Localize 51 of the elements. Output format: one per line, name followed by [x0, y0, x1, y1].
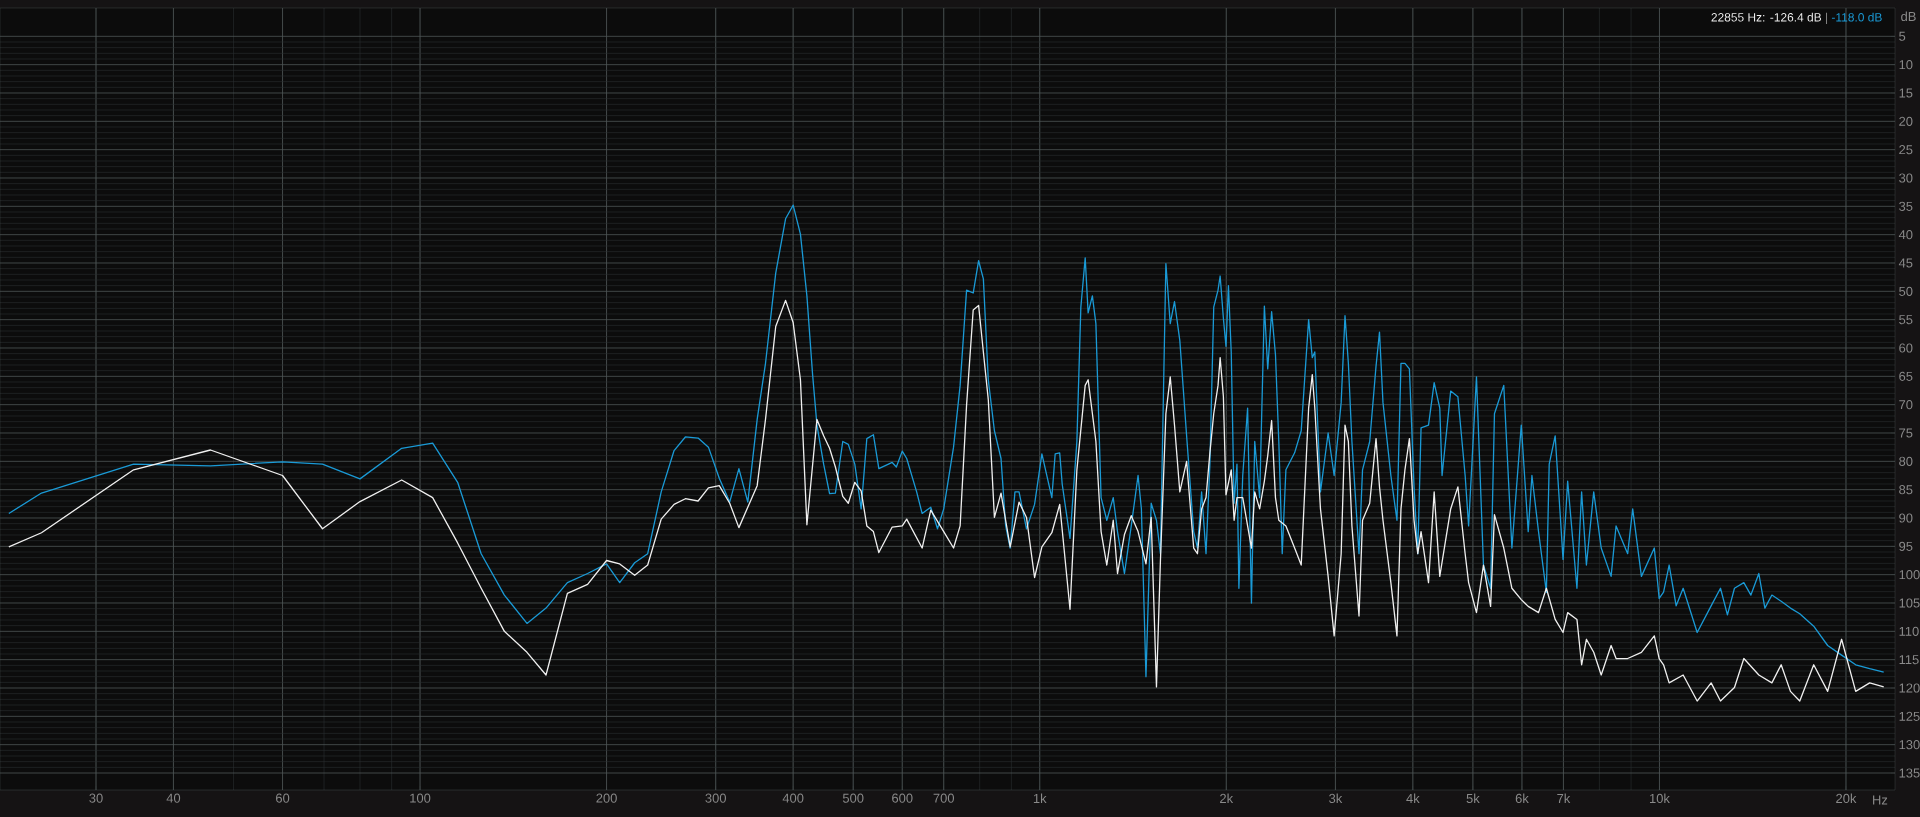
x-tick-label: 500 [842, 793, 864, 803]
x-tick-label: 10k [1649, 793, 1670, 804]
x-tick-label: 7k [1557, 793, 1571, 803]
y-tick-label: 65 [1899, 371, 1913, 381]
y-tick-label: 110 [1899, 626, 1919, 636]
y-tick-label: 35 [1899, 201, 1913, 211]
x-tick-label: 400 [782, 793, 804, 803]
y-tick-label: 70 [1899, 400, 1913, 410]
x-tick-label: 40 [166, 793, 181, 803]
y-axis-title: dB [1901, 11, 1916, 22]
y-tick-label: 40 [1898, 230, 1913, 240]
y-tick-label: 15 [1899, 88, 1913, 98]
y-tick-label: 60 [1899, 343, 1913, 353]
y-tick-label: 105 [1899, 598, 1920, 608]
y-tick-label: 75 [1899, 428, 1913, 438]
x-tick-label: 6k [1515, 793, 1529, 804]
y-tick-label: 45 [1898, 258, 1913, 268]
x-tick-label: 1k [1033, 793, 1047, 803]
x-tick-label: 600 [892, 793, 913, 803]
x-tick-label: 700 [933, 793, 955, 803]
y-tick-label: 115 [1899, 655, 1919, 665]
x-axis-title: Hz [1873, 795, 1888, 805]
y-tick-label: 130 [1899, 740, 1920, 750]
y-tick-label: 25 [1899, 145, 1913, 155]
y-tick-label: 80 [1899, 456, 1913, 466]
y-tick-label: 5 [1899, 31, 1906, 41]
y-tick-label: 20 [1899, 116, 1913, 126]
y-tick-label: 135 [1899, 768, 1920, 778]
y-tick-label: 95 [1899, 541, 1913, 551]
y-tick-label: 50 [1899, 286, 1913, 296]
annotation: -118.0 dB [1831, 12, 1882, 22]
y-tick-label: 125 [1899, 711, 1920, 721]
x-tick-label: 4k [1406, 793, 1420, 803]
x-tick-label: 300 [705, 793, 727, 803]
y-tick-label: 90 [1899, 513, 1913, 523]
y-tick-label: 30 [1899, 173, 1913, 183]
x-tick-label: 20k [1836, 793, 1857, 804]
y-tick-label: 120 [1899, 683, 1920, 693]
annotation: | [1826, 12, 1828, 24]
y-tick-label: 55 [1899, 315, 1913, 325]
y-tick-label: 85 [1899, 485, 1913, 495]
y-tick-label: 100 [1899, 570, 1920, 580]
y-tick-label: 10 [1899, 60, 1913, 70]
annotation: 22855 Hz: -126.4 dB [1711, 12, 1822, 22]
x-tick-label: 3k [1329, 793, 1343, 804]
x-tick-label: 2k [1220, 793, 1234, 803]
x-tick-label: 60 [276, 793, 290, 803]
x-tick-label: 5k [1466, 793, 1480, 804]
x-tick-label: 200 [596, 793, 617, 803]
x-tick-label: 30 [89, 793, 103, 803]
x-tick-label: 100 [410, 793, 431, 803]
